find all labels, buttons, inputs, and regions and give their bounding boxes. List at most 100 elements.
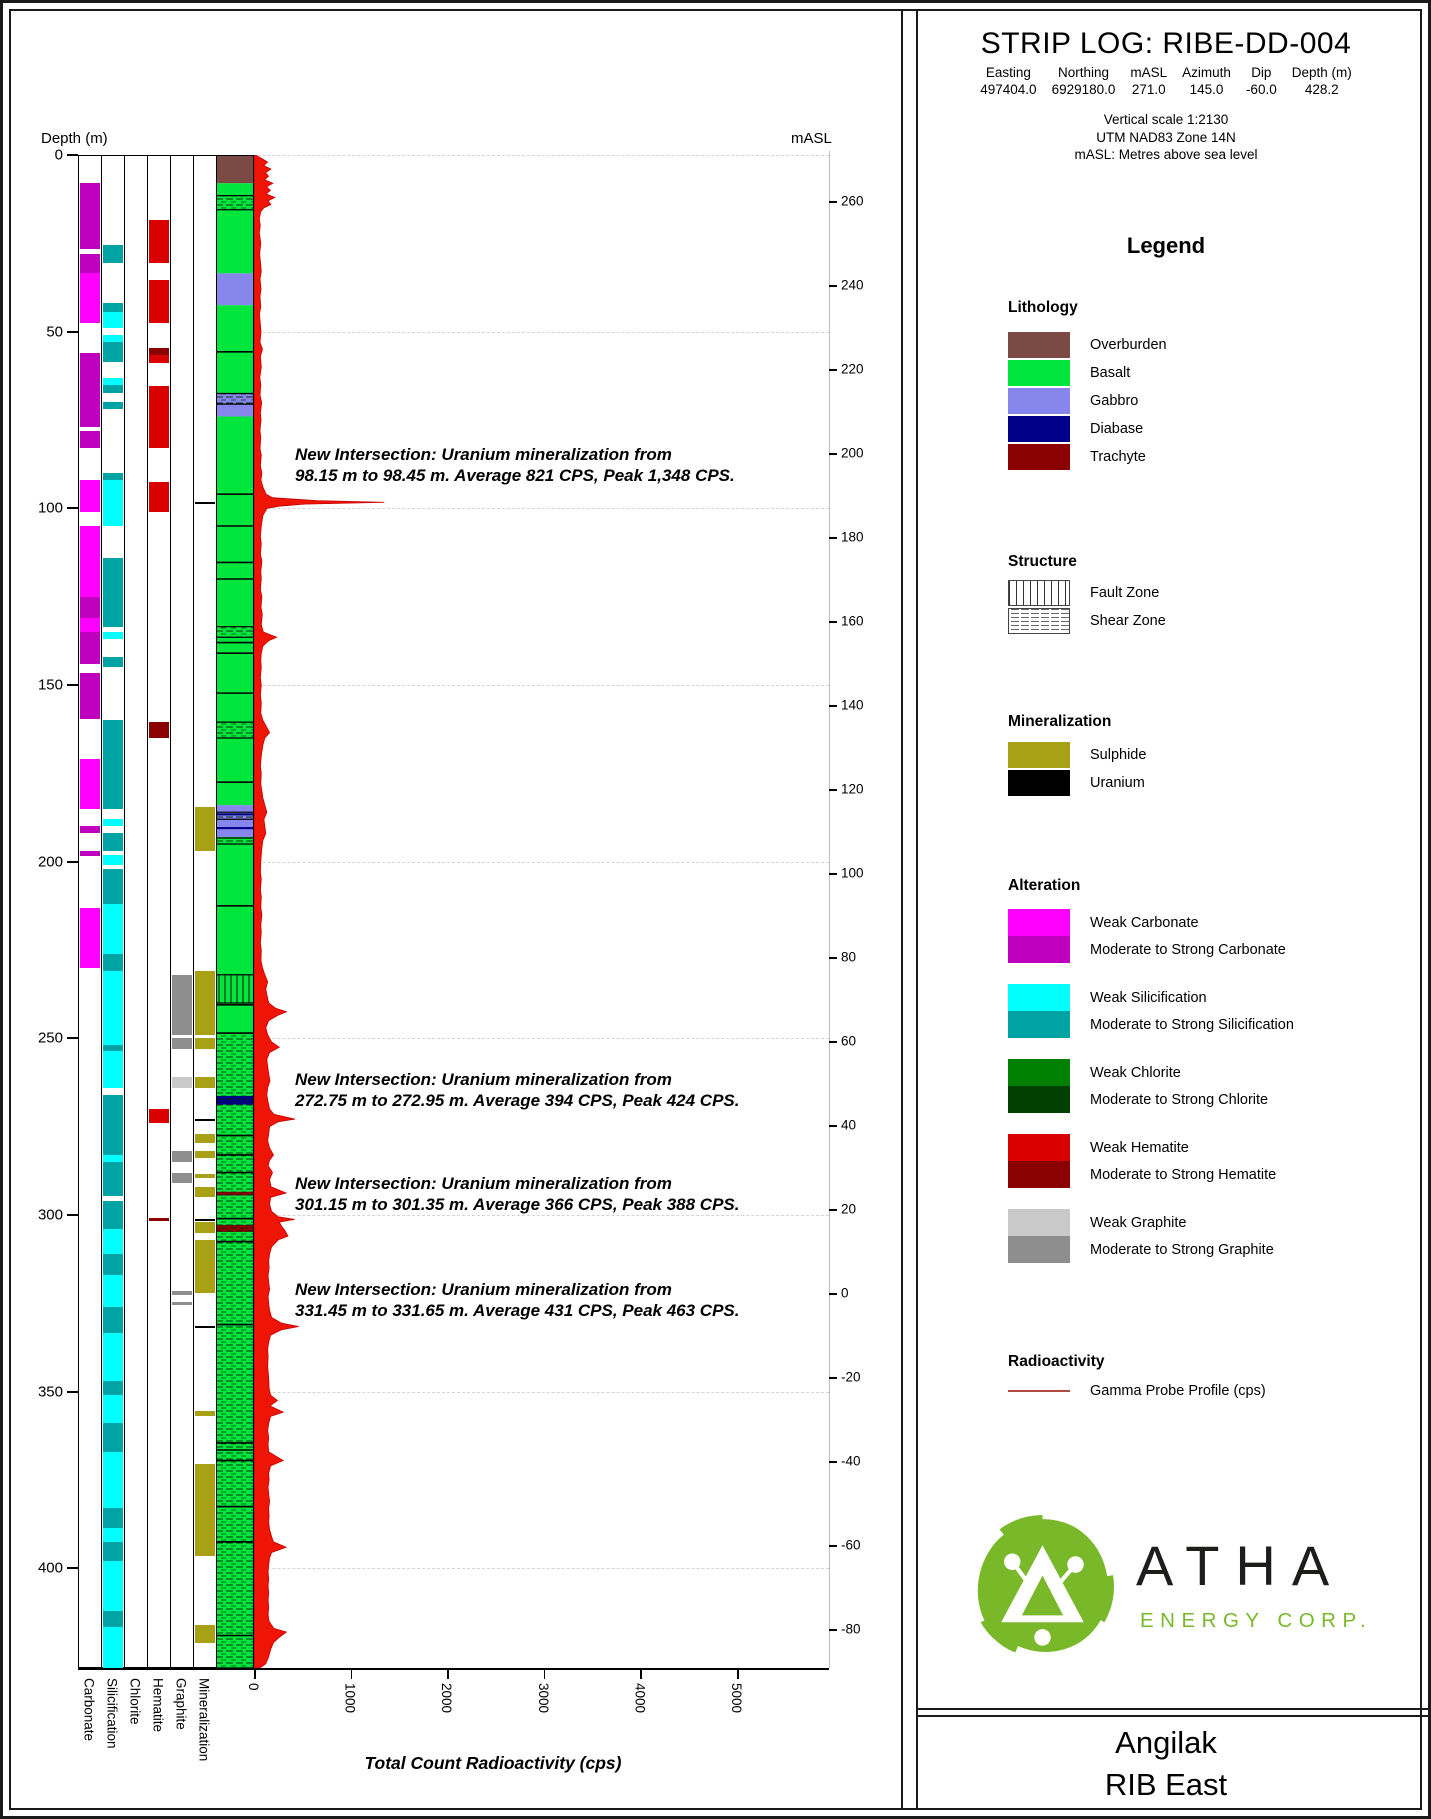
hematite-interval xyxy=(149,347,169,355)
note-vertical-scale: Vertical scale 1:2130 xyxy=(1103,112,1229,127)
gamma-line-swatch xyxy=(1008,1389,1070,1392)
masl-tick xyxy=(829,705,837,707)
structure-heading: Structure xyxy=(1008,553,1077,570)
graphite-interval xyxy=(172,1290,192,1295)
depth-gridline xyxy=(78,155,829,156)
alteration-strong-label: Moderate to Strong Hematite xyxy=(1090,1166,1277,1183)
silicification-interval xyxy=(103,1561,123,1611)
hematite-interval xyxy=(149,1217,169,1222)
annotation-line2: 98.15 m to 98.45 m. Average 821 CPS, Pea… xyxy=(295,466,735,485)
silicification-interval xyxy=(103,854,123,866)
alteration-pair-wrap: Weak Carbonate Moderate to Strong Carbona… xyxy=(1008,909,1294,963)
silicification-interval xyxy=(103,245,123,263)
mineralization-interval xyxy=(195,1624,215,1643)
mineralization-interval xyxy=(195,1186,215,1198)
silicification-interval xyxy=(103,1508,123,1528)
silicification-interval xyxy=(103,312,123,329)
legend-lithology-diabase-label: Diabase xyxy=(1090,420,1144,437)
alteration-strong-label: Moderate to Strong Graphite xyxy=(1090,1241,1274,1258)
carbonate-interval xyxy=(80,851,100,857)
collar-field-label: Northing xyxy=(1057,65,1109,80)
masl-tick xyxy=(829,537,837,539)
carbonate-interval xyxy=(80,907,100,968)
alteration-weak-swatch xyxy=(1008,909,1070,936)
radioactivity-tick xyxy=(640,1670,642,1679)
carbonate-interval xyxy=(80,826,100,834)
masl-axis-title: mASL xyxy=(791,130,832,147)
depth-tick xyxy=(67,1567,78,1570)
alteration-weak-label: Weak Graphite xyxy=(1090,1214,1187,1231)
mineralization-interval xyxy=(195,1222,215,1233)
masl-tick-label: 80 xyxy=(841,949,857,965)
collar-field-value: 145.0 xyxy=(1189,82,1224,97)
masl-tick-label: 40 xyxy=(841,1117,857,1133)
masl-tick xyxy=(829,789,837,791)
logo-tagline: ENERGY CORP. xyxy=(1140,1609,1373,1632)
silicification-interval xyxy=(103,953,123,972)
hematite-interval xyxy=(149,386,169,449)
area-name: RIB East xyxy=(1104,1767,1228,1802)
graphite-interval xyxy=(172,1151,192,1162)
footer-separator-top xyxy=(918,1708,1428,1710)
lithology-unit-gabbro xyxy=(217,273,253,306)
legend-alteration-pair: Weak Graphite Moderate to Strong Graphite xyxy=(1008,1209,1294,1263)
track-mineralization xyxy=(193,155,217,1668)
silicification-interval xyxy=(103,1229,123,1254)
mineralization-interval xyxy=(195,971,215,1035)
radioactivity-tick xyxy=(254,1670,256,1679)
project-name: Angilak xyxy=(1115,1725,1217,1760)
legend-structure-shear-zone-swatch xyxy=(1008,607,1070,634)
annotation-line2: 331.45 m to 331.65 m. Average 431 CPS, P… xyxy=(295,1301,740,1320)
alteration-weak-row: Weak Silicification xyxy=(1008,984,1294,1011)
track-hematite xyxy=(147,155,171,1668)
depth-tick-label: 0 xyxy=(54,146,63,164)
silicification-interval xyxy=(103,632,123,640)
masl-tick xyxy=(829,1461,837,1463)
collar-field-northing: Northing 6929180.0 xyxy=(1052,65,1116,97)
depth-tick-label: 300 xyxy=(37,1206,63,1224)
depth-tick-label: 200 xyxy=(37,853,63,871)
silicification-interval xyxy=(103,1275,123,1307)
masl-tick xyxy=(829,1125,837,1127)
masl-tick xyxy=(829,1377,837,1379)
masl-tick xyxy=(829,369,837,371)
alteration-strong-row: Moderate to Strong Chlorite xyxy=(1008,1086,1294,1113)
carbonate-interval xyxy=(80,526,100,597)
masl-tick-label: 160 xyxy=(841,613,864,629)
masl-tick xyxy=(829,1209,837,1211)
silicification-interval xyxy=(103,1333,123,1382)
alteration-weak-swatch xyxy=(1008,1134,1070,1161)
alteration-strong-swatch xyxy=(1008,1011,1070,1038)
masl-tick-label: -80 xyxy=(841,1621,861,1637)
collar-field-dip: Dip -60.0 xyxy=(1246,65,1277,97)
depth-tick xyxy=(67,1390,78,1393)
silicification-interval xyxy=(103,904,123,954)
collar-field-masl: mASL 271.0 xyxy=(1130,65,1167,97)
depth-tick-label: 100 xyxy=(37,499,63,517)
masl-tick xyxy=(829,285,837,287)
track-label-hematite: Hematite xyxy=(150,1678,166,1733)
annotation-line2: 301.15 m to 301.35 m. Average 366 CPS, P… xyxy=(295,1195,740,1214)
hematite-interval xyxy=(149,722,169,738)
silicification-interval xyxy=(103,480,123,526)
legend-structure-shear-zone-label: Shear Zone xyxy=(1090,612,1166,629)
lithology-legend-items: Overburden Basalt Gabbro Diabase Trachyte xyxy=(1008,331,1167,471)
radioactivity-tick-label: 3000 xyxy=(535,1683,551,1714)
gamma-profile-label: Gamma Probe Profile (cps) xyxy=(1090,1382,1266,1399)
mineralization-interval xyxy=(195,1118,215,1121)
radioactivity-axis-line xyxy=(78,1668,829,1670)
legend-lithology-basalt-swatch xyxy=(1008,359,1070,386)
lithology-unit-overburden xyxy=(217,155,253,184)
silicification-interval xyxy=(103,557,123,627)
legend-mineralization-sulphide-swatch xyxy=(1008,741,1070,768)
collar-field-azimuth: Azimuth 145.0 xyxy=(1182,65,1231,97)
alteration-pair-wrap: Weak Hematite Moderate to Strong Hematite xyxy=(1008,1134,1294,1188)
legend-lithology-overburden-label: Overburden xyxy=(1090,336,1167,353)
alteration-weak-row: Weak Graphite xyxy=(1008,1209,1294,1236)
depth-tick xyxy=(67,1214,78,1217)
gamma-probe-profile xyxy=(254,155,385,1669)
carbonate-interval xyxy=(80,759,100,809)
silicification-interval xyxy=(103,971,123,1046)
masl-axis-line xyxy=(829,151,830,1668)
graphite-interval xyxy=(172,1077,192,1088)
